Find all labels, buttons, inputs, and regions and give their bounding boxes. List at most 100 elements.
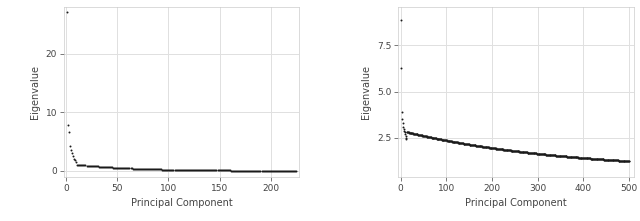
Point — [408, 132, 418, 135]
Point — [455, 141, 465, 145]
Point — [623, 159, 634, 163]
Point — [623, 159, 633, 163]
Point — [549, 154, 559, 157]
Point — [403, 131, 413, 134]
Point — [564, 155, 574, 158]
Point — [499, 148, 509, 151]
Point — [591, 157, 602, 161]
Point — [188, 168, 198, 172]
Point — [551, 154, 561, 157]
Point — [268, 169, 278, 172]
Point — [185, 168, 195, 172]
Point — [175, 168, 186, 172]
Point — [67, 152, 77, 155]
Point — [162, 168, 172, 171]
Point — [177, 168, 188, 172]
Point — [501, 148, 511, 152]
Point — [487, 146, 497, 150]
Point — [511, 149, 521, 153]
Point — [465, 143, 475, 146]
Point — [146, 168, 156, 171]
Point — [409, 132, 419, 135]
Point — [109, 166, 119, 169]
Point — [493, 147, 504, 151]
Point — [396, 18, 406, 21]
Point — [170, 168, 180, 171]
Point — [431, 137, 441, 140]
Point — [599, 158, 609, 161]
Point — [591, 157, 601, 161]
Point — [489, 147, 499, 150]
Point — [602, 158, 612, 162]
Point — [543, 153, 553, 156]
Point — [490, 147, 500, 150]
Point — [417, 134, 427, 137]
Point — [550, 154, 560, 157]
Point — [396, 66, 406, 69]
Point — [424, 135, 434, 139]
Point — [177, 168, 187, 172]
Point — [63, 123, 73, 127]
Y-axis label: Eigenvalue: Eigenvalue — [30, 65, 40, 119]
Point — [575, 156, 585, 159]
Point — [465, 143, 475, 146]
Point — [103, 166, 113, 169]
Point — [483, 146, 493, 149]
Point — [220, 169, 230, 172]
Point — [172, 168, 182, 172]
Point — [291, 169, 301, 172]
Point — [570, 155, 580, 159]
Point — [540, 153, 550, 156]
Point — [182, 168, 193, 172]
Point — [609, 158, 619, 162]
Point — [149, 168, 159, 171]
Point — [221, 169, 232, 172]
Point — [441, 139, 451, 142]
Point — [466, 143, 476, 147]
Point — [572, 156, 582, 159]
Point — [532, 152, 543, 155]
Point — [479, 145, 490, 149]
Point — [208, 169, 218, 172]
Point — [456, 141, 466, 145]
Point — [444, 139, 454, 143]
Point — [555, 154, 565, 158]
Point — [428, 136, 438, 139]
Point — [532, 152, 542, 155]
Point — [515, 150, 525, 153]
Point — [574, 156, 584, 159]
Point — [266, 169, 276, 172]
Point — [439, 138, 449, 142]
Point — [617, 159, 627, 162]
Point — [584, 157, 595, 160]
Point — [442, 139, 452, 143]
Point — [141, 167, 151, 171]
Point — [190, 168, 200, 172]
Point — [499, 148, 509, 151]
Point — [588, 157, 598, 160]
Point — [586, 157, 596, 160]
Point — [566, 155, 577, 159]
Point — [68, 154, 78, 158]
Point — [290, 169, 300, 172]
Point — [565, 155, 575, 159]
Point — [474, 144, 484, 148]
Point — [134, 167, 145, 171]
Point — [492, 147, 502, 151]
Point — [81, 164, 92, 167]
Point — [274, 169, 284, 172]
Point — [120, 166, 131, 170]
Point — [456, 141, 467, 145]
Point — [259, 169, 269, 172]
Point — [525, 151, 536, 155]
Point — [527, 151, 537, 155]
Point — [582, 156, 593, 160]
Point — [416, 133, 426, 137]
Point — [434, 137, 444, 141]
Point — [145, 167, 155, 171]
Point — [596, 158, 606, 161]
Point — [526, 151, 536, 155]
Point — [460, 142, 470, 146]
Point — [504, 149, 515, 152]
Point — [275, 169, 285, 172]
